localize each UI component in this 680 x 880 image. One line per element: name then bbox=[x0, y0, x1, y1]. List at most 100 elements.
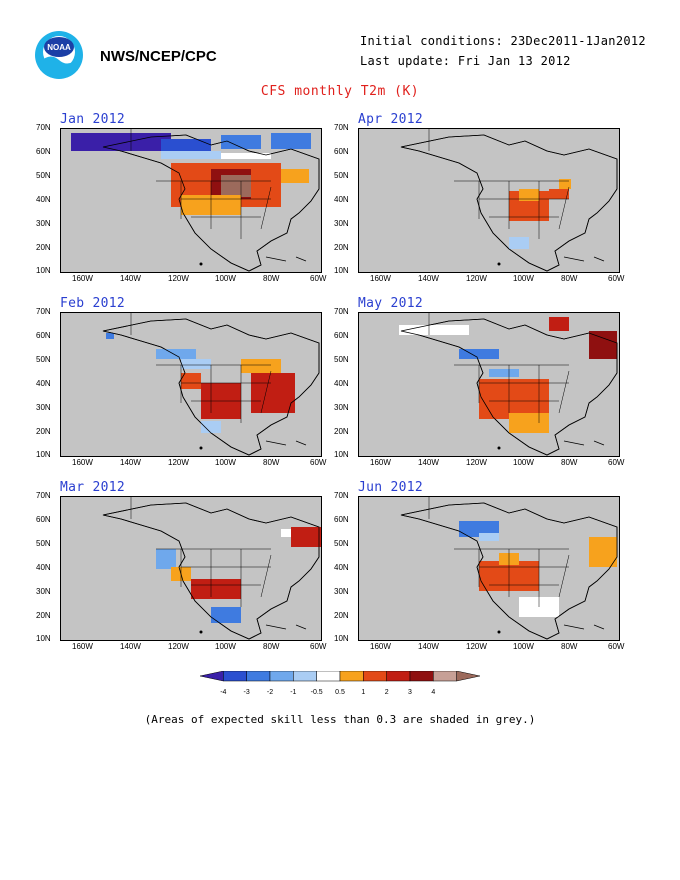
lat-tick-label: 10N bbox=[36, 266, 51, 275]
anomaly-cell bbox=[459, 349, 499, 359]
lon-tick-label: 100W bbox=[513, 458, 534, 467]
colorbar-swatch bbox=[456, 670, 481, 682]
colorbar-tick-label: 4 bbox=[431, 689, 436, 696]
colorbar-swatch bbox=[409, 670, 434, 682]
anomaly-cell bbox=[221, 175, 251, 197]
colorbar-tick-label: -3 bbox=[243, 689, 250, 696]
lon-tick-label: 160W bbox=[72, 642, 93, 651]
lon-tick-label: 60W bbox=[310, 642, 327, 651]
anomaly-cell bbox=[201, 421, 221, 433]
panel-label: Jun 2012 bbox=[358, 480, 424, 495]
lat-tick-label: 50N bbox=[36, 539, 51, 548]
lat-tick-label: 20N bbox=[334, 243, 349, 252]
lat-tick-label: 10N bbox=[36, 634, 51, 643]
anomaly-cell bbox=[489, 369, 519, 377]
lon-tick-label: 120W bbox=[466, 274, 487, 283]
colorbar-swatch bbox=[363, 670, 387, 682]
lat-tick-label: 20N bbox=[334, 611, 349, 620]
anomaly-map bbox=[358, 312, 620, 457]
anomaly-cell bbox=[479, 533, 499, 541]
lat-tick-label: 60N bbox=[36, 331, 51, 340]
anomaly-cell bbox=[399, 325, 469, 335]
lon-tick-label: 100W bbox=[513, 642, 534, 651]
panel-label: Feb 2012 bbox=[60, 296, 126, 311]
anomaly-cell bbox=[156, 349, 196, 359]
colorbar: -4 -3 -2 -1 -0.5 0.5 1 2 3 4 bbox=[199, 670, 481, 696]
colorbar-swatch bbox=[293, 670, 317, 682]
anomaly-cell bbox=[589, 331, 617, 359]
anomaly-cell bbox=[221, 153, 271, 159]
anomaly-cell bbox=[509, 413, 549, 433]
anomaly-cell bbox=[549, 317, 569, 331]
lon-tick-label: 60W bbox=[608, 458, 625, 467]
lon-tick-label: 160W bbox=[72, 274, 93, 283]
colorbar-tick-label: -1 bbox=[290, 689, 297, 696]
colorbar-swatch bbox=[316, 670, 341, 682]
anomaly-cell bbox=[106, 333, 114, 339]
anomaly-cell bbox=[156, 549, 176, 569]
lon-tick-label: 80W bbox=[263, 458, 280, 467]
lat-tick-label: 60N bbox=[36, 515, 51, 524]
logo-text: NOAA bbox=[47, 43, 71, 52]
lat-tick-label: 70N bbox=[36, 123, 51, 132]
lat-tick-label: 20N bbox=[36, 243, 51, 252]
lon-tick-label: 160W bbox=[72, 458, 93, 467]
last-update: Last update: Fri Jan 13 2012 bbox=[360, 54, 571, 68]
lon-tick-label: 120W bbox=[466, 458, 487, 467]
lat-tick-label: 70N bbox=[36, 491, 51, 500]
lat-tick-label: 60N bbox=[36, 147, 51, 156]
lat-tick-label: 40N bbox=[36, 379, 51, 388]
lon-tick-label: 60W bbox=[310, 458, 327, 467]
lon-tick-label: 80W bbox=[561, 274, 578, 283]
anomaly-cell bbox=[291, 527, 321, 547]
anomaly-cell bbox=[549, 189, 569, 199]
colorbar-tick-label: -2 bbox=[266, 689, 274, 696]
lon-tick-label: 120W bbox=[168, 274, 189, 283]
anomaly-cell bbox=[241, 359, 281, 373]
footer-note: (Areas of expected skill less than 0.3 a… bbox=[144, 713, 536, 726]
lat-tick-label: 20N bbox=[36, 427, 51, 436]
lat-tick-label: 40N bbox=[36, 195, 51, 204]
lon-tick-label: 160W bbox=[370, 274, 391, 283]
anomaly-cell bbox=[211, 607, 241, 623]
colorbar-tick-label: 2 bbox=[384, 689, 389, 696]
colorbar-tick-label: -0.5 bbox=[310, 689, 323, 696]
lat-tick-label: 30N bbox=[334, 587, 349, 596]
anomaly-cell bbox=[281, 169, 309, 183]
lat-tick-label: 60N bbox=[334, 515, 349, 524]
lon-tick-label: 80W bbox=[263, 274, 280, 283]
lat-tick-label: 40N bbox=[334, 563, 349, 572]
lat-tick-label: 30N bbox=[36, 587, 51, 596]
anomaly-cell bbox=[71, 133, 171, 151]
anomaly-cell bbox=[509, 237, 529, 249]
anomaly-cell bbox=[191, 579, 241, 599]
lon-tick-label: 140W bbox=[418, 642, 439, 651]
lon-tick-label: 140W bbox=[120, 274, 141, 283]
anomaly-cell bbox=[559, 179, 571, 189]
lon-tick-label: 120W bbox=[168, 642, 189, 651]
agency-name: NWS/NCEP/CPC bbox=[100, 48, 217, 65]
lat-tick-label: 50N bbox=[36, 171, 51, 180]
lat-tick-label: 70N bbox=[334, 123, 349, 132]
panel-label: May 2012 bbox=[358, 296, 424, 311]
lon-tick-label: 60W bbox=[310, 274, 327, 283]
lon-tick-label: 80W bbox=[263, 642, 280, 651]
lat-tick-label: 70N bbox=[334, 491, 349, 500]
lon-tick-label: 100W bbox=[215, 458, 236, 467]
colorbar-tick-label: -4 bbox=[220, 689, 227, 696]
anomaly-cell bbox=[251, 373, 295, 413]
colorbar-labels: -4 -3 -2 -1 -0.5 0.5 1 2 3 4 bbox=[200, 689, 480, 699]
colorbar-swatch bbox=[246, 670, 271, 682]
colorbar-swatch bbox=[199, 670, 224, 682]
lon-tick-label: 80W bbox=[561, 642, 578, 651]
lat-tick-label: 40N bbox=[334, 379, 349, 388]
panel-label: Mar 2012 bbox=[60, 480, 126, 495]
lat-tick-label: 30N bbox=[36, 219, 51, 228]
anomaly-cell bbox=[181, 373, 201, 389]
lat-tick-label: 60N bbox=[334, 147, 349, 156]
lat-tick-label: 10N bbox=[36, 450, 51, 459]
lon-tick-label: 140W bbox=[418, 274, 439, 283]
colorbar-tick-label: 0.5 bbox=[335, 689, 345, 696]
anomaly-map bbox=[60, 128, 322, 273]
anomaly-cell bbox=[589, 537, 617, 567]
